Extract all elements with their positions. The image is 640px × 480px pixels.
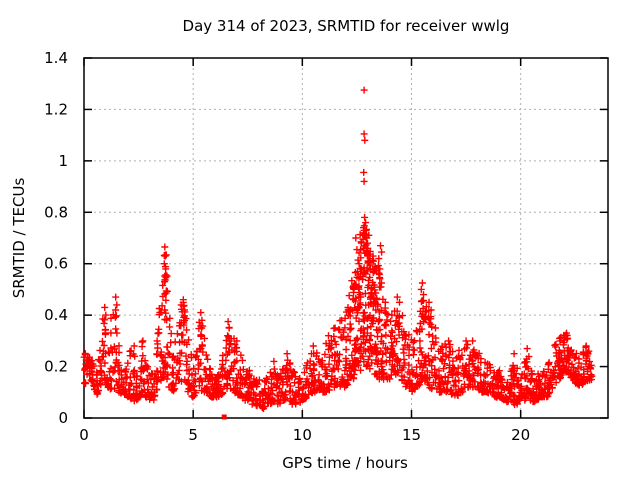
x-tick-label: 15 <box>402 426 421 444</box>
x-tick-label: 5 <box>188 426 198 444</box>
y-tick-label: 1.4 <box>44 49 68 67</box>
y-tick-label: 1 <box>58 152 68 170</box>
chart-title: Day 314 of 2023, SRMTID for receiver wwl… <box>183 17 510 35</box>
x-tick-label: 10 <box>293 426 312 444</box>
scatter-points <box>80 86 596 412</box>
tick-labels: 0 5 10 15 20 0 0.2 0.4 0.6 0.8 1 1.2 1.4 <box>44 49 530 444</box>
y-axis-label: SRMTID / TECUs <box>10 178 28 299</box>
y-tick-label: 1.2 <box>44 100 68 118</box>
plot-border <box>83 57 609 419</box>
y-tick-label: 0.2 <box>44 358 68 376</box>
x-axis-label: GPS time / hours <box>282 454 408 472</box>
y-tick-label: 0.4 <box>44 306 68 324</box>
y-tick-label: 0 <box>58 409 68 427</box>
y-tick-label: 0.8 <box>44 203 68 221</box>
y-tick-label: 0.6 <box>44 255 68 273</box>
x-tick-label: 20 <box>511 426 530 444</box>
x-tick-label: 0 <box>79 426 89 444</box>
axis-ticks <box>83 57 608 419</box>
square-marker-point <box>221 414 227 420</box>
